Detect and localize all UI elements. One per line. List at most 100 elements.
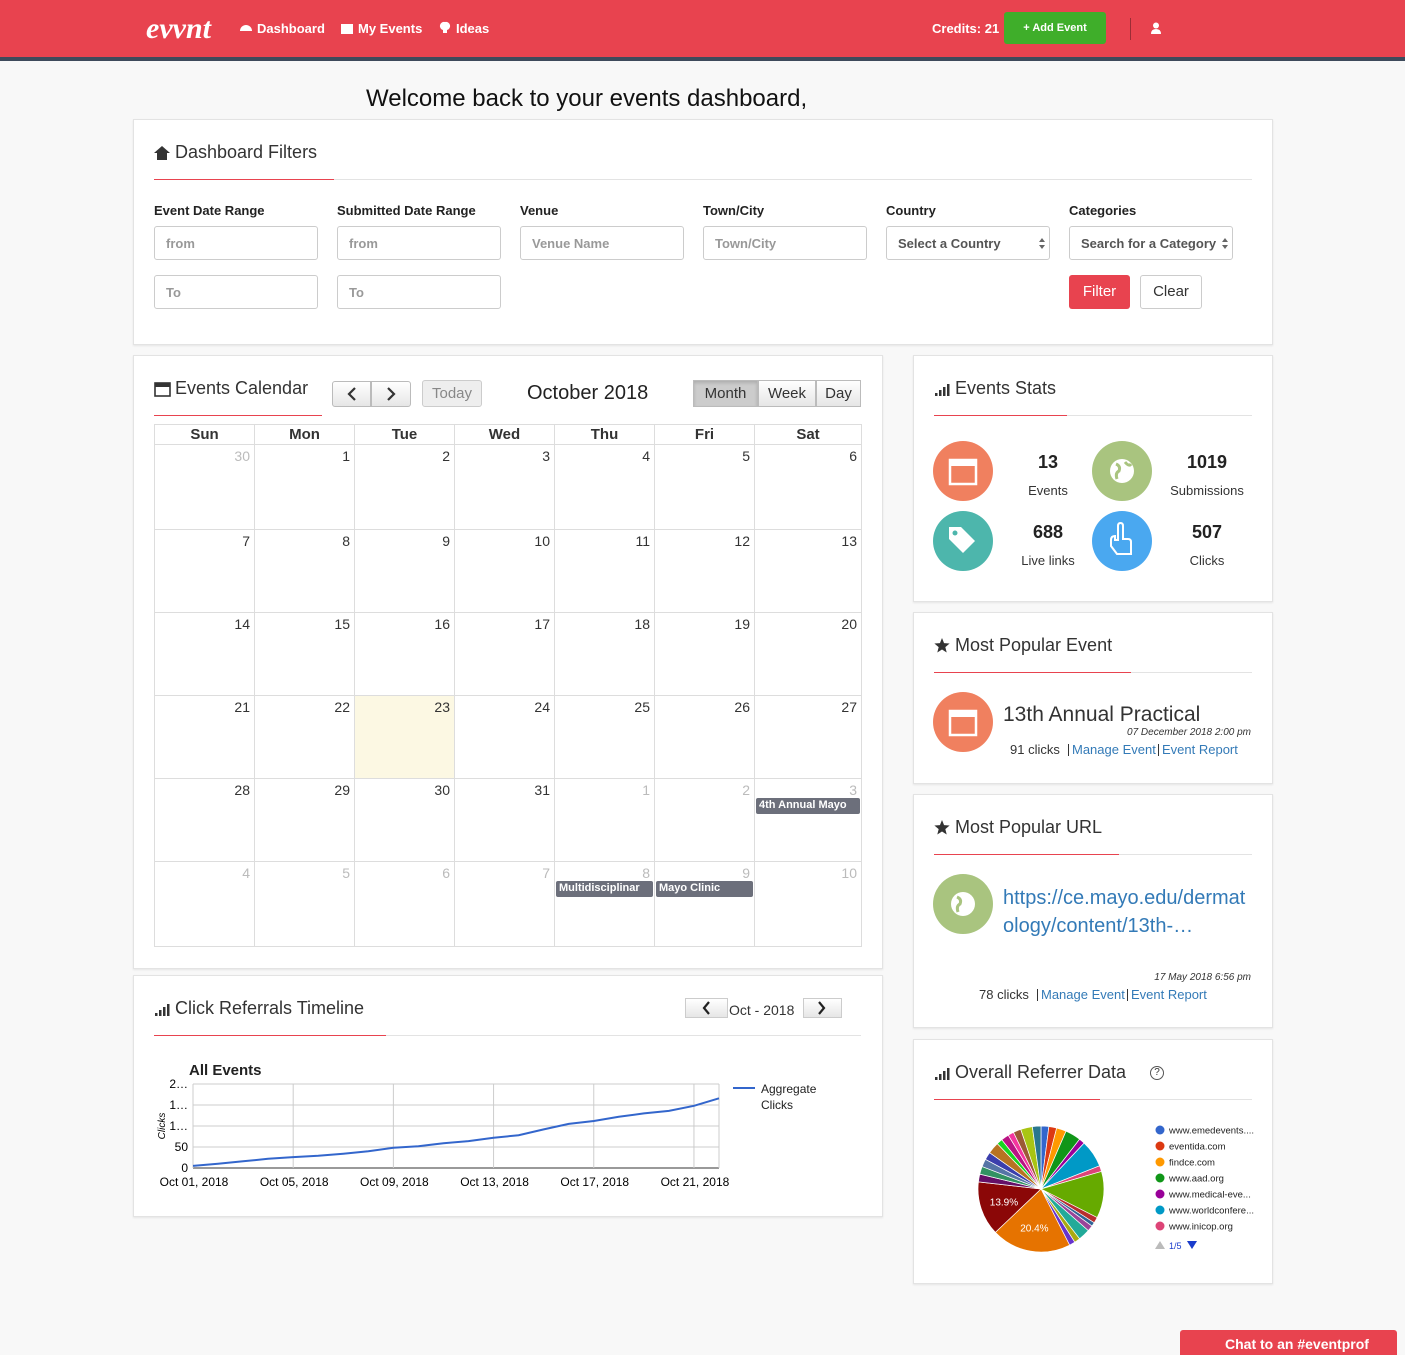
filter-button[interactable]: Filter: [1069, 275, 1130, 309]
day-number: 3: [849, 782, 857, 798]
calendar-day[interactable]: [454, 444, 555, 530]
user-icon[interactable]: [1150, 22, 1162, 34]
nav-link[interactable]: Ideas: [456, 21, 490, 36]
pie-slice: [994, 1188, 1071, 1253]
legend-swatch: [1155, 1157, 1165, 1167]
legend-swatch: [1155, 1141, 1165, 1151]
prev-month[interactable]: [685, 998, 728, 1018]
filter-input[interactable]: [886, 226, 1050, 260]
filter-label: Venue: [520, 203, 559, 218]
section-icon: [934, 638, 950, 653]
section-icon: [934, 820, 950, 835]
legend-pager-next[interactable]: [1187, 1241, 1197, 1249]
link[interactable]: Manage Event: [1072, 742, 1156, 757]
calendar-day[interactable]: [454, 612, 555, 696]
next-month[interactable]: [803, 998, 842, 1018]
legend-swatch: [1155, 1205, 1165, 1215]
calendar-event[interactable]: Mayo Clinic: [656, 881, 753, 897]
calendar-day[interactable]: [254, 529, 355, 613]
section-icon: [935, 384, 950, 396]
calendar-day[interactable]: [454, 778, 555, 862]
filter-input[interactable]: [1069, 226, 1233, 260]
filter-input[interactable]: [154, 226, 318, 260]
nav-link[interactable]: Dashboard: [257, 21, 325, 36]
x-tick-label: Oct 09, 2018: [360, 1175, 429, 1189]
logo[interactable]: evvnt: [146, 12, 211, 45]
calendar-day[interactable]: [754, 695, 862, 779]
icon-shape: [934, 638, 950, 653]
chat-label[interactable]: Chat to an #eventprof: [1225, 1336, 1369, 1352]
link[interactable]: Manage Event: [1041, 987, 1125, 1002]
icon-shape: [952, 530, 958, 536]
view-button[interactable]: Week: [758, 380, 816, 407]
section-title: Overall Referrer Data: [955, 1062, 1127, 1082]
filter-input[interactable]: [337, 226, 501, 260]
chat-button[interactable]: [1180, 1330, 1397, 1355]
calendar-month: October 2018: [527, 382, 649, 404]
calendar-day[interactable]: [654, 778, 755, 862]
calendar-day[interactable]: [354, 444, 455, 530]
calendar-day[interactable]: [254, 778, 355, 862]
filter-input[interactable]: [337, 275, 501, 309]
filter-input[interactable]: [703, 226, 867, 260]
view-button[interactable]: Month: [693, 380, 758, 407]
icon-shape: [950, 711, 976, 717]
calendar-day[interactable]: [454, 529, 555, 613]
calendar-day[interactable]: [754, 444, 862, 530]
calendar-event[interactable]: Multidisciplinar: [556, 881, 653, 897]
calendar-day[interactable]: [554, 444, 655, 530]
weekday-header: Sun: [154, 424, 255, 445]
nav-link[interactable]: My Events: [358, 21, 423, 36]
calendar-day[interactable]: [254, 444, 355, 530]
link[interactable]: Event Report: [1162, 742, 1238, 757]
section-title: Most Popular URL: [955, 817, 1103, 837]
calendar-day[interactable]: [754, 612, 862, 696]
calendar-day[interactable]: [354, 529, 455, 613]
event-name[interactable]: 13th Annual Practical: [1003, 703, 1201, 726]
section-rule: [154, 1035, 861, 1036]
calendar-day[interactable]: [754, 861, 862, 947]
chevron: [702, 1001, 826, 1015]
day-number: 30: [234, 448, 250, 464]
calendar-day[interactable]: [554, 861, 655, 947]
stat-circle: [1092, 511, 1152, 571]
section-accent: [934, 1099, 1100, 1100]
day-number: 25: [634, 699, 650, 715]
link[interactable]: Event Report: [1131, 987, 1207, 1002]
add-event-button[interactable]: + Add Event: [1004, 12, 1106, 44]
calendar-day[interactable]: [554, 529, 655, 613]
nav-arrow-button[interactable]: [371, 381, 411, 407]
clear-button[interactable]: Clear: [1140, 275, 1202, 309]
calendar-day[interactable]: [154, 861, 255, 947]
nav-arrow-button[interactable]: [332, 381, 371, 407]
section-accent: [934, 415, 1067, 416]
view-button[interactable]: Day: [816, 380, 861, 407]
calendar-day[interactable]: [154, 529, 255, 613]
calendar-day[interactable]: [354, 612, 455, 696]
calendar-event[interactable]: 4th Annual Mayo: [756, 798, 860, 814]
input-placeholder: from: [349, 236, 378, 251]
navbar: [0, 0, 1405, 57]
calendar-day[interactable]: [154, 444, 255, 530]
legend-swatch: [1155, 1189, 1165, 1199]
calendar-day[interactable]: [754, 529, 862, 613]
day-number: 4: [642, 448, 650, 464]
today-button[interactable]: Today: [422, 380, 482, 407]
calendar-day[interactable]: [554, 778, 655, 862]
day-number: 2: [442, 448, 450, 464]
icon-shape: [943, 1071, 946, 1080]
input-placeholder: To: [166, 285, 181, 300]
icon-shape: [155, 383, 170, 387]
filter-input[interactable]: [154, 275, 318, 309]
calendar-day[interactable]: [254, 861, 355, 947]
calendar-day[interactable]: [154, 778, 255, 862]
filter-input[interactable]: [520, 226, 684, 260]
day-number: 22: [334, 699, 350, 715]
pie-chart: 20.4% 13.9% www.emedevents.... eventida.com…: [977, 1125, 1254, 1253]
separator: [1158, 744, 1159, 756]
pie-slice: [1031, 1125, 1042, 1190]
calendar-day[interactable]: [254, 612, 355, 696]
day-number: 30: [434, 782, 450, 798]
popular-url[interactable]: https://ce.mayo.edu/dermatology/content/…: [1003, 887, 1246, 937]
help-icon[interactable]: ?: [1150, 1066, 1164, 1080]
